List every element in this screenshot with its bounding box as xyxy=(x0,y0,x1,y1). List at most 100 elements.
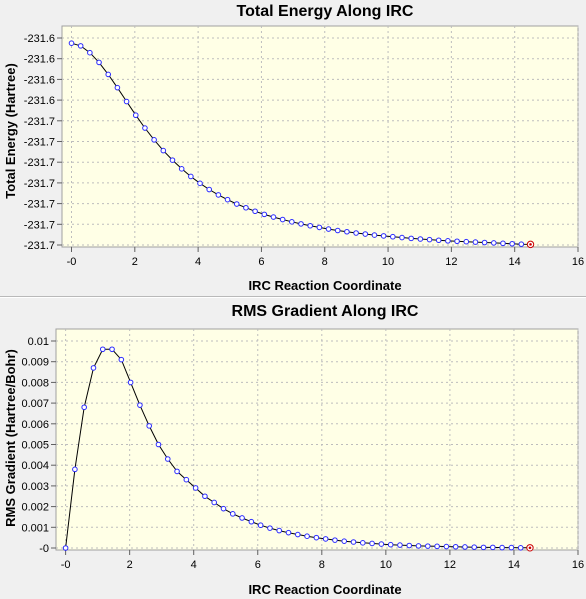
data-point xyxy=(68,40,75,46)
y-tick-label: 0.001 xyxy=(21,522,49,534)
data-point xyxy=(252,208,258,215)
y-tick-label: 0.002 xyxy=(21,502,49,514)
data-point xyxy=(499,544,505,551)
y-tick-label: -231.6 xyxy=(24,95,55,107)
y-tick-label: -231.6 xyxy=(24,33,55,45)
data-point xyxy=(509,240,515,247)
y-tick-label: -231.7 xyxy=(24,219,55,231)
y-tick-label: 0.003 xyxy=(21,481,49,493)
x-tick-label: 4 xyxy=(191,559,197,571)
data-point xyxy=(211,499,218,506)
x-tick-label: 14 xyxy=(508,559,520,571)
data-point xyxy=(454,238,460,245)
y-tick-label: 0.007 xyxy=(21,398,49,410)
data-point xyxy=(471,544,478,550)
data-point xyxy=(215,192,222,198)
data-point xyxy=(406,542,413,549)
y-tick-label: 0.01 xyxy=(28,336,49,348)
data-point xyxy=(371,232,378,238)
data-point xyxy=(362,231,369,237)
data-point xyxy=(105,71,112,78)
data-point xyxy=(81,404,87,411)
data-point xyxy=(224,196,231,203)
data-point xyxy=(72,466,78,473)
gradient-chart-panel: RMS Gradient Along IRC IRC Reaction Coor… xyxy=(0,298,586,599)
data-point xyxy=(508,544,515,551)
x-tick-label: 14 xyxy=(509,256,521,268)
data-point xyxy=(118,356,125,363)
data-point xyxy=(408,235,414,242)
x-axis-label: IRC Reaction Coordinate xyxy=(248,278,401,293)
data-point xyxy=(481,239,488,246)
energy-chart-panel: Total Energy Along IRC IRC Reaction Coor… xyxy=(0,0,586,297)
data-point xyxy=(132,112,139,119)
data-point xyxy=(415,543,422,549)
endpoint-marker-core xyxy=(528,546,532,550)
data-point xyxy=(434,543,440,550)
x-axis-label: IRC Reaction Coordinate xyxy=(248,582,401,597)
data-point xyxy=(243,204,249,211)
data-point xyxy=(369,540,375,547)
data-point xyxy=(313,534,320,541)
data-point xyxy=(174,468,180,475)
chart-title: RMS Gradient Along IRC xyxy=(232,303,419,320)
energy-chart: Total Energy Along IRC IRC Reaction Coor… xyxy=(3,3,584,293)
data-point xyxy=(279,216,286,223)
data-point xyxy=(114,84,121,91)
data-point xyxy=(188,173,194,180)
endpoint-marker-core xyxy=(529,243,532,246)
y-tick-label: -231.7 xyxy=(24,116,55,128)
y-axis-label: RMS Gradient (Hartree/Bohr) xyxy=(3,349,18,527)
data-point xyxy=(452,543,459,550)
gradient-chart: RMS Gradient Along IRC IRC Reaction Coor… xyxy=(3,303,584,597)
data-point xyxy=(137,402,143,408)
data-point xyxy=(239,515,245,521)
x-tick-label: 6 xyxy=(258,256,264,268)
data-point xyxy=(160,147,167,154)
data-point xyxy=(96,59,102,66)
y-tick-label: -231.6 xyxy=(24,74,55,86)
data-point xyxy=(445,238,451,244)
x-tick-label: 10 xyxy=(380,559,392,571)
data-point xyxy=(87,49,93,56)
data-point xyxy=(435,237,442,244)
y-tick-label: 0.004 xyxy=(21,460,49,472)
data-point xyxy=(304,533,310,540)
data-point xyxy=(276,527,283,534)
data-point xyxy=(183,476,190,483)
data-point xyxy=(146,423,152,429)
data-point xyxy=(332,537,338,543)
data-point xyxy=(378,541,385,547)
data-point xyxy=(62,545,69,551)
y-tick-label: 0.006 xyxy=(21,419,49,431)
data-point xyxy=(270,214,277,220)
data-point xyxy=(261,211,268,218)
y-axis-label: Total Energy (Hartree) xyxy=(3,63,18,199)
y-tick-label: -231.7 xyxy=(24,178,55,190)
data-point xyxy=(463,238,470,245)
data-point xyxy=(325,226,332,232)
data-point xyxy=(390,233,396,240)
x-tick-label: 2 xyxy=(127,559,133,571)
data-point xyxy=(142,125,148,131)
data-point xyxy=(202,493,208,500)
x-tick-label: 6 xyxy=(255,559,261,571)
data-point xyxy=(155,441,162,448)
data-point xyxy=(99,346,106,353)
data-point xyxy=(257,522,264,529)
data-point xyxy=(517,544,524,551)
data-point xyxy=(426,236,433,243)
data-point xyxy=(248,518,255,525)
data-point xyxy=(399,234,405,241)
data-point xyxy=(462,544,468,550)
data-point xyxy=(490,544,496,551)
data-point xyxy=(178,166,185,172)
data-point xyxy=(90,365,97,371)
data-point xyxy=(127,379,134,386)
y-tick-label: -231.6 xyxy=(24,54,55,66)
data-point xyxy=(229,511,236,517)
data-point xyxy=(334,227,341,234)
data-point xyxy=(500,240,506,247)
data-point xyxy=(397,542,403,548)
data-point xyxy=(298,221,304,227)
